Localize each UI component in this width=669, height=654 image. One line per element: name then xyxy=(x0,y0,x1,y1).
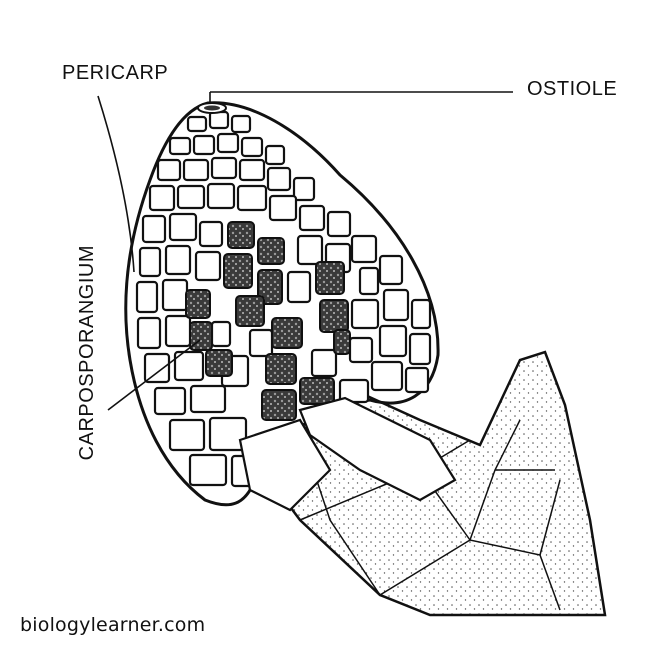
basal-cells xyxy=(238,396,457,512)
carposporangia xyxy=(185,221,351,421)
pericarp-label: PERICARP xyxy=(62,62,169,84)
ostiole xyxy=(197,102,227,114)
pericarp-cells xyxy=(135,110,432,488)
ostiole-label: OSTIOLE xyxy=(527,78,618,100)
source-credit: biologylearner.com xyxy=(20,614,206,636)
carposporangium-label: CARPOSPORANGIUM xyxy=(76,245,98,461)
leader-lines xyxy=(97,91,513,411)
